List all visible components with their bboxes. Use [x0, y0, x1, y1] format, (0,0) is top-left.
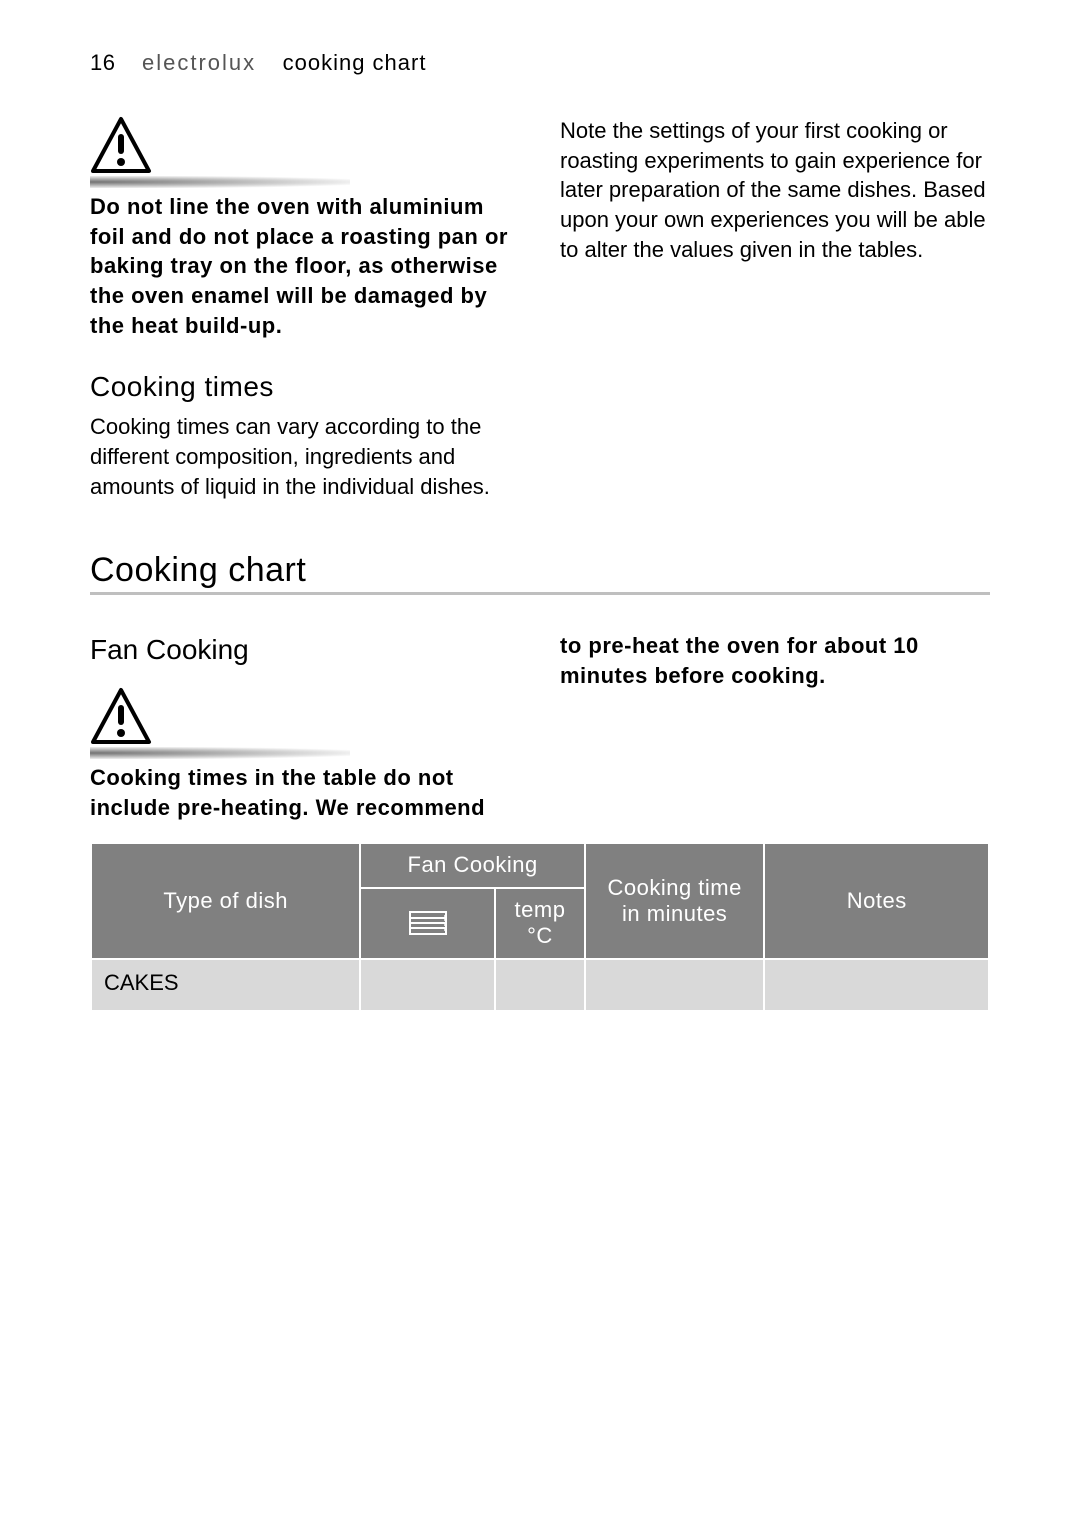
manual-page: 16 electrolux cooking chart Do not line …: [0, 0, 1080, 1529]
fan-warning-text: Cooking times in the table do not includ…: [90, 763, 520, 822]
fan-two-column: Fan Cooking Cooking times in the table d…: [90, 631, 990, 822]
oven-rack-icon: [371, 910, 484, 936]
cooking-times-body: Cooking times can vary according to the …: [90, 412, 520, 501]
warning-icon: [90, 116, 350, 186]
col-fan-cooking: Fan Cooking: [360, 843, 584, 887]
cooking-times-heading: Cooking times: [90, 368, 520, 406]
page-number: 16: [90, 50, 115, 75]
brand-name: electrolux: [142, 50, 256, 75]
left-column: Do not line the oven with aluminium foil…: [90, 116, 520, 501]
fan-cooking-heading: Fan Cooking: [90, 631, 520, 669]
header-section-title: cooking chart: [283, 50, 427, 75]
cooking-chart-table: Type of dish Fan Cooking Cooking time in…: [90, 842, 990, 1011]
cell-type: CAKES: [91, 959, 360, 1011]
col-rack-icon: [360, 888, 495, 959]
table-row: CAKES: [91, 959, 989, 1011]
col-temp: temp °C: [495, 888, 585, 959]
right-note-body: Note the settings of your first cooking …: [560, 116, 990, 264]
cell-notes: [764, 959, 989, 1011]
cell-rack: [360, 959, 495, 1011]
col-cooking-time: Cooking time in minutes: [585, 843, 765, 958]
col-notes: Notes: [764, 843, 989, 958]
warning-icon: [90, 687, 350, 757]
right-column: Note the settings of your first cooking …: [560, 116, 990, 501]
page-header: 16 electrolux cooking chart: [90, 50, 990, 76]
fan-right-column: to pre-heat the oven for about 10 minute…: [560, 631, 990, 822]
fan-preheating-note: to pre-heat the oven for about 10 minute…: [560, 631, 990, 690]
fan-left-column: Fan Cooking Cooking times in the table d…: [90, 631, 520, 822]
col-type-of-dish: Type of dish: [91, 843, 360, 958]
section-rule: [90, 592, 990, 595]
top-two-column: Do not line the oven with aluminium foil…: [90, 116, 990, 501]
table-body: CAKES: [91, 959, 989, 1011]
cooking-chart-title: Cooking chart: [90, 551, 990, 590]
cell-temp: [495, 959, 585, 1011]
cell-time: [585, 959, 765, 1011]
table-header: Type of dish Fan Cooking Cooking time in…: [91, 843, 989, 958]
warning-text-1: Do not line the oven with aluminium foil…: [90, 192, 520, 340]
